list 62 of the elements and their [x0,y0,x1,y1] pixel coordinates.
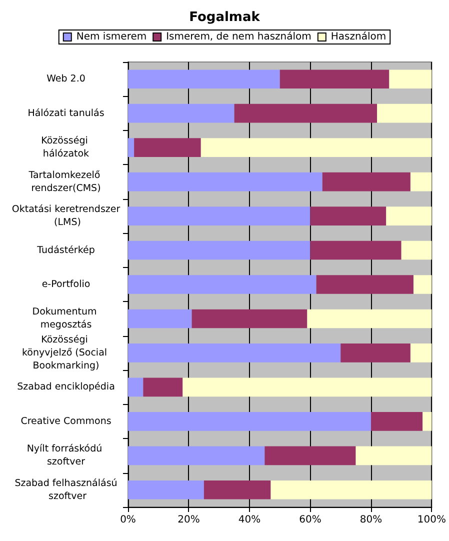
y-tick-label: Szabad felhasználású szoftver [14,478,118,502]
chart-title: Fogalmak [189,10,260,25]
y-tick-label: Hálózati tanulás [28,108,104,119]
bar [128,172,322,192]
y-tick-label: Creative Commons [20,416,112,427]
bar [128,446,265,466]
bar [422,412,432,431]
bar [128,480,204,500]
y-tick-label: Web 2.0 [46,74,86,85]
y-tick-label: e-Portfolio [42,279,90,290]
legend-label: Nem ismerem [76,32,147,42]
y-tick-label: Közösségi hálózatok [41,136,91,160]
bar [370,412,423,431]
x-tick-label: 60% [299,514,322,526]
bar [128,104,234,123]
bar [356,446,432,466]
bar [128,309,192,328]
bar [280,70,390,89]
legend-label: Ismerem, de nem használom [166,32,312,42]
bar [128,412,371,431]
bar [134,138,201,157]
bar [316,275,414,294]
y-tick-label: Oktatási keretrendszer (LMS) [12,204,120,228]
bar [270,480,432,500]
x-tick-label: 20% [178,514,200,526]
bar [128,240,310,260]
bar [340,344,410,362]
bar [128,344,341,362]
bar [204,480,271,500]
bar [128,378,144,397]
bar [410,172,432,192]
bar [264,446,356,466]
y-tick-label: Nyílt forráskódú szoftver [26,444,106,468]
bar [386,206,432,226]
bar [143,378,183,397]
y-tick-label: Tartalomkezelő rendszer(CMS) [28,170,104,194]
bar [192,309,308,328]
bar [401,240,432,260]
legend-label: Használom [330,32,386,42]
bar [128,275,316,294]
y-tick-label: Tudástérkép [36,244,95,256]
bar [128,138,134,157]
bar [322,172,410,192]
bar [234,104,378,123]
bar [128,206,310,226]
bar [410,344,432,362]
bar [128,70,280,89]
bar [413,275,432,294]
bar [200,138,432,157]
y-tick-label: Szabad enciklopédia [17,382,115,393]
x-tick-label: 0% [120,514,136,526]
y-tick-label: Közösségi könyvjelző (Social Bookmarking) [22,334,110,372]
x-tick-label: 100% [417,514,446,526]
x-tick-label: 80% [360,514,382,526]
bar [377,104,432,123]
bar [182,378,432,397]
bar [310,206,386,226]
bar [389,70,432,89]
bar [310,240,402,260]
bar [307,309,432,328]
x-tick-label: 40% [238,514,261,526]
y-tick-label: Dokumentum megosztás [32,306,100,331]
